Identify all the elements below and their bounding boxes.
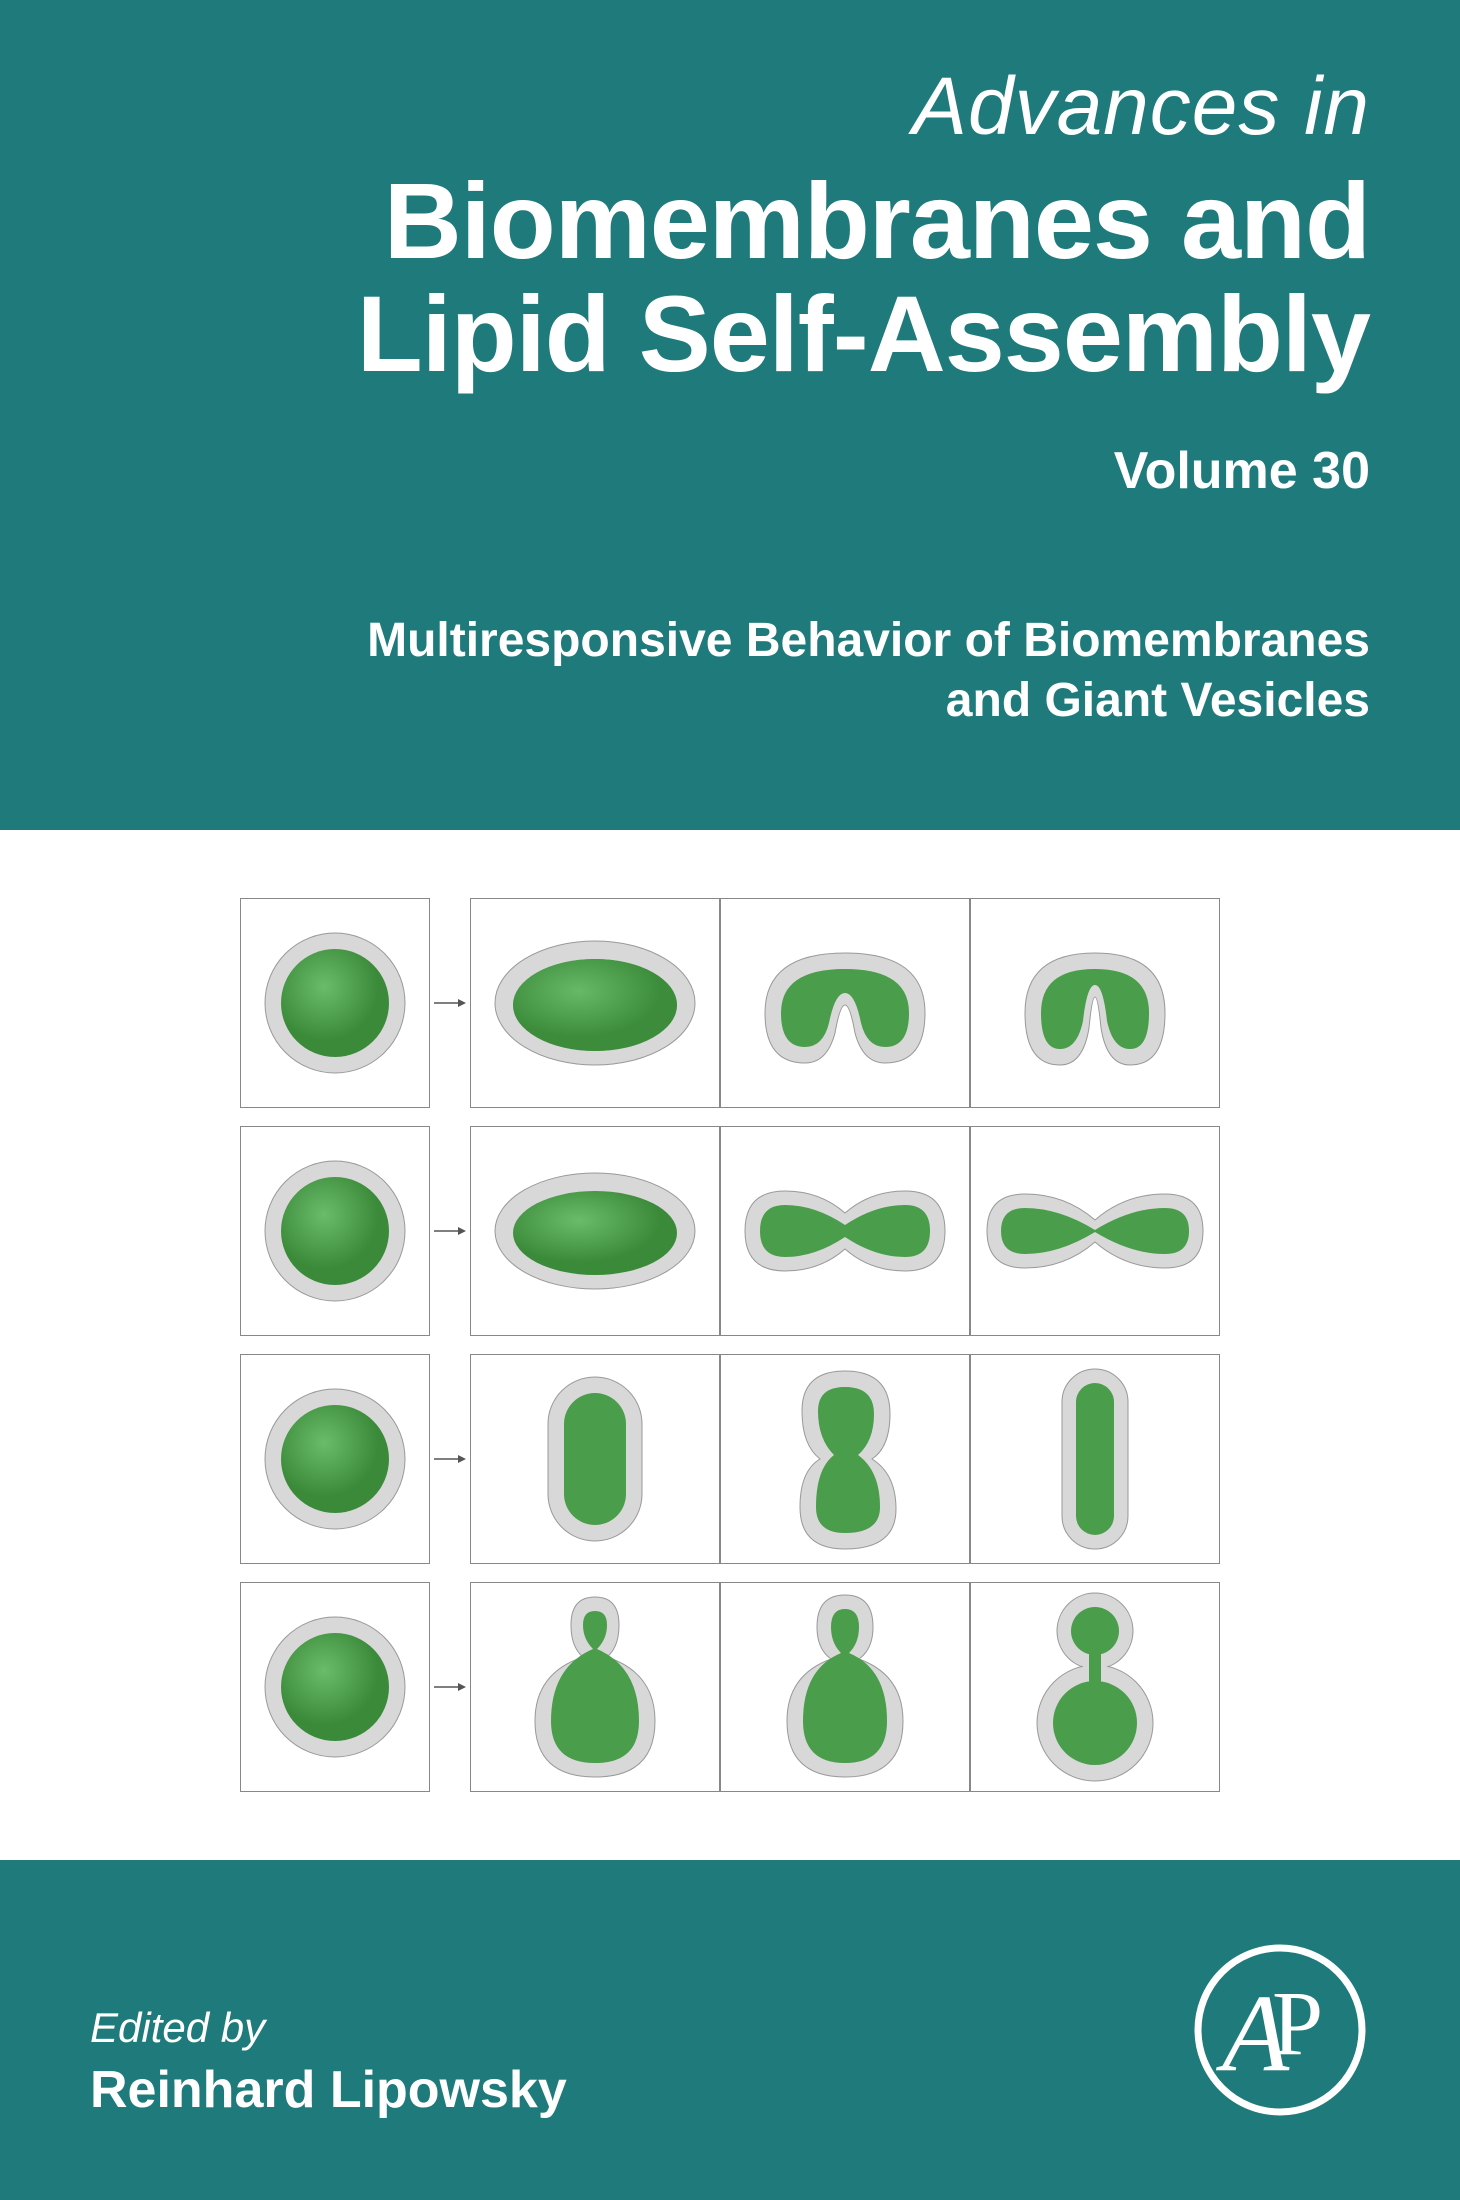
vesicle-cell-r3c1 — [240, 1354, 430, 1564]
vesicle-cell-r4c4 — [970, 1582, 1220, 1792]
vesicle-cell-r3c2 — [470, 1354, 720, 1564]
arrow-r2 — [430, 1126, 470, 1336]
edited-by-label: Edited by — [90, 2004, 567, 2052]
publisher-logo: A P — [1190, 1940, 1370, 2120]
vesicle-cell-r4c1 — [240, 1582, 430, 1792]
series-prefix: Advances in — [90, 60, 1370, 154]
title-line-1: Biomembranes and — [90, 164, 1370, 277]
vesicle-grid — [240, 898, 1220, 1792]
header-section: Advances in Biomembranes and Lipid Self-… — [0, 0, 1460, 830]
vesicle-cell-r2c4 — [970, 1126, 1220, 1336]
editor-block: Edited by Reinhard Lipowsky — [90, 2004, 567, 2120]
subtitle: Multiresponsive Behavior of Biomembranes… — [90, 611, 1370, 731]
vesicle-cell-r1c4 — [970, 898, 1220, 1108]
svg-text:P: P — [1272, 1972, 1323, 2074]
vesicle-cell-r3c3 — [720, 1354, 970, 1564]
editor-name: Reinhard Lipowsky — [90, 2060, 567, 2120]
volume-label: Volume 30 — [90, 441, 1370, 501]
vesicle-cell-r4c3 — [720, 1582, 970, 1792]
vesicle-cell-r2c1 — [240, 1126, 430, 1336]
vesicle-cell-r2c3 — [720, 1126, 970, 1336]
title-line-2: Lipid Self-Assembly — [90, 277, 1370, 390]
vesicle-cell-r1c3 — [720, 898, 970, 1108]
vesicle-cell-r1c2 — [470, 898, 720, 1108]
subtitle-line-2: and Giant Vesicles — [946, 674, 1370, 727]
ap-logo-icon: A P — [1190, 1940, 1370, 2120]
arrow-r3 — [430, 1354, 470, 1564]
vesicle-cell-r2c2 — [470, 1126, 720, 1336]
footer-section: Edited by Reinhard Lipowsky A P — [0, 1860, 1460, 2200]
vesicle-cell-r1c1 — [240, 898, 430, 1108]
vesicle-cell-r3c4 — [970, 1354, 1220, 1564]
figure-section — [0, 830, 1460, 1860]
arrow-r1 — [430, 898, 470, 1108]
subtitle-line-1: Multiresponsive Behavior of Biomembranes — [367, 614, 1370, 667]
vesicle-cell-r4c2 — [470, 1582, 720, 1792]
arrow-r4 — [430, 1582, 470, 1792]
